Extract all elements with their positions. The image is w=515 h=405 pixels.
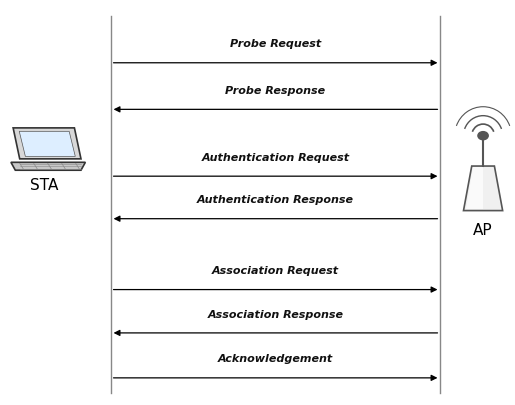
Text: Probe Response: Probe Response — [226, 86, 325, 96]
Text: AP: AP — [473, 223, 493, 238]
Text: Association Response: Association Response — [208, 309, 344, 320]
Polygon shape — [466, 167, 483, 209]
Text: STA: STA — [29, 179, 58, 194]
Text: Authentication Response: Authentication Response — [197, 195, 354, 205]
Text: Authentication Request: Authentication Request — [201, 153, 350, 163]
Circle shape — [478, 132, 488, 140]
Text: Probe Request: Probe Request — [230, 39, 321, 49]
Polygon shape — [13, 128, 81, 159]
Polygon shape — [464, 166, 503, 211]
Polygon shape — [19, 131, 75, 156]
Text: Acknowledgement: Acknowledgement — [218, 354, 333, 364]
Polygon shape — [11, 162, 85, 170]
Text: Association Request: Association Request — [212, 266, 339, 276]
